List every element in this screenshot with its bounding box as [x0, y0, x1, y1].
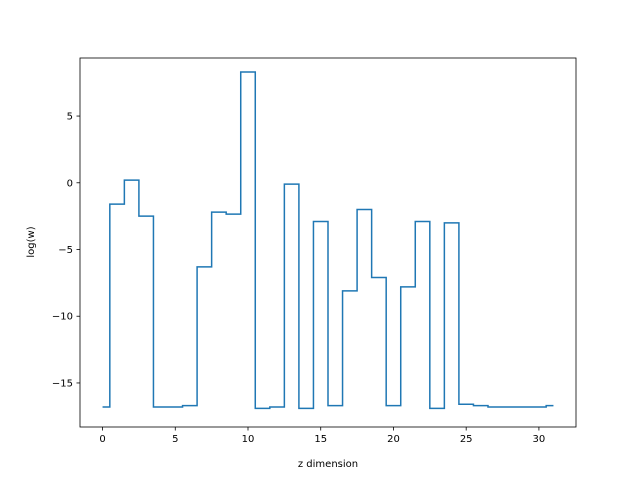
axes-layer: 0 5 10 15 20 25 30 −15 −10 −5 0 5	[52, 57, 577, 445]
y-tick-label: 5	[67, 112, 73, 123]
x-tick-label: 25	[460, 434, 473, 445]
x-tick-label: 10	[242, 434, 255, 445]
axes-frame	[79, 57, 577, 428]
y-tick-label: −15	[52, 378, 73, 389]
x-axis-label: z dimension	[298, 459, 358, 470]
x-tick-label: 5	[172, 434, 178, 445]
y-tick-label: 0	[67, 178, 73, 189]
y-axis-label: log(w)	[26, 226, 37, 257]
y-tick-label: −10	[52, 312, 73, 323]
x-tick-label: 20	[387, 434, 400, 445]
y-tick-label: −5	[58, 245, 73, 256]
x-tick-label: 15	[314, 434, 327, 445]
x-tick-label: 30	[533, 434, 546, 445]
series-layer	[102, 71, 554, 410]
x-tick-label: 0	[99, 434, 105, 445]
series-line-0	[102, 71, 554, 410]
